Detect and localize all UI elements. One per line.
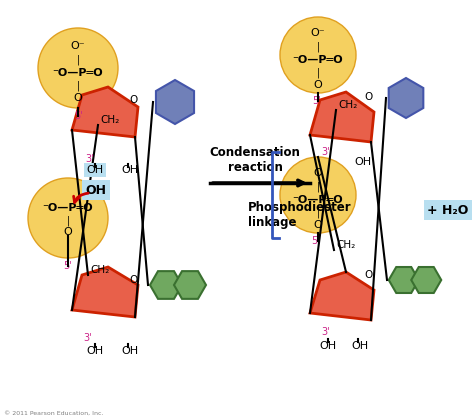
Text: ⁻O—P═O: ⁻O—P═O <box>292 55 343 65</box>
Text: ⁻O—P═O: ⁻O—P═O <box>292 195 343 205</box>
Text: © 2011 Pearson Education, Inc.: © 2011 Pearson Education, Inc. <box>4 411 103 416</box>
Text: O: O <box>73 93 82 103</box>
Text: CH₂: CH₂ <box>100 115 119 125</box>
Text: 3': 3' <box>84 333 92 343</box>
Text: ⁻O—P═O: ⁻O—P═O <box>43 203 93 213</box>
Text: OH: OH <box>351 341 369 351</box>
Text: CH₂: CH₂ <box>338 100 357 110</box>
Text: O: O <box>64 227 73 237</box>
Text: OH: OH <box>121 165 138 175</box>
Text: |: | <box>76 55 80 65</box>
Text: O: O <box>314 80 322 90</box>
Text: OH: OH <box>86 165 103 175</box>
Polygon shape <box>389 78 423 118</box>
Text: 3': 3' <box>322 327 330 337</box>
Text: 5': 5' <box>63 261 72 271</box>
Text: |: | <box>66 216 70 226</box>
Text: CH₂: CH₂ <box>90 265 109 275</box>
Polygon shape <box>310 272 374 320</box>
Text: O: O <box>314 168 322 178</box>
Text: Phosphodiester
linkage: Phosphodiester linkage <box>248 201 352 229</box>
Text: OH: OH <box>121 346 138 356</box>
Polygon shape <box>156 80 194 124</box>
Polygon shape <box>411 267 441 293</box>
Text: O⁻: O⁻ <box>310 28 325 38</box>
Circle shape <box>280 157 356 233</box>
Polygon shape <box>389 267 419 293</box>
Text: |: | <box>316 68 319 78</box>
Text: OH: OH <box>355 157 372 167</box>
Circle shape <box>28 178 108 258</box>
Text: |: | <box>316 182 319 192</box>
Text: 5': 5' <box>74 111 83 121</box>
Text: 3': 3' <box>322 147 330 157</box>
Circle shape <box>280 17 356 93</box>
Text: O⁻: O⁻ <box>71 41 85 51</box>
Text: O: O <box>365 270 373 280</box>
Text: O: O <box>314 220 322 230</box>
Polygon shape <box>72 267 138 317</box>
Text: OH: OH <box>319 341 337 351</box>
Text: + H₂O: + H₂O <box>428 204 469 216</box>
Polygon shape <box>310 92 374 142</box>
Text: O: O <box>129 95 137 105</box>
Text: CH₂: CH₂ <box>336 240 355 250</box>
Text: |: | <box>316 208 319 218</box>
Text: 5': 5' <box>311 236 320 246</box>
Text: 5': 5' <box>312 96 321 106</box>
Text: OH: OH <box>86 346 103 356</box>
Text: ⁻O—P═O: ⁻O—P═O <box>53 68 103 78</box>
Text: |: | <box>76 81 80 91</box>
Circle shape <box>38 28 118 108</box>
Polygon shape <box>72 87 138 137</box>
Text: OH: OH <box>85 184 107 197</box>
Text: O: O <box>129 275 137 285</box>
Polygon shape <box>150 271 182 299</box>
Polygon shape <box>174 271 206 299</box>
Text: Condensation
reaction: Condensation reaction <box>210 146 301 174</box>
Text: O: O <box>365 92 373 102</box>
Text: |: | <box>316 42 319 52</box>
Text: 3': 3' <box>86 154 94 164</box>
